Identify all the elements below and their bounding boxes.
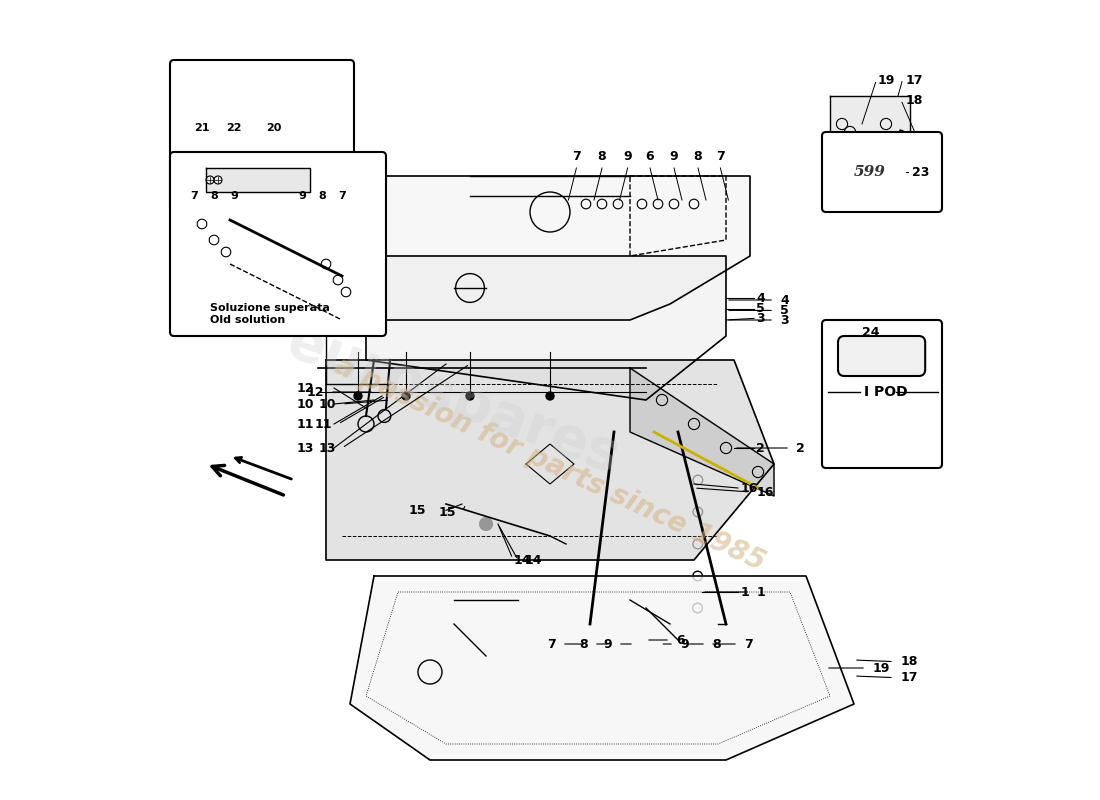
Text: 7: 7 <box>572 150 581 162</box>
Text: 18: 18 <box>906 94 923 106</box>
Text: 15: 15 <box>438 506 455 518</box>
Circle shape <box>466 392 474 400</box>
Text: 12: 12 <box>297 382 313 394</box>
Text: 19: 19 <box>872 662 890 674</box>
Text: 9: 9 <box>670 150 679 162</box>
Text: 13: 13 <box>297 442 313 454</box>
Text: 5: 5 <box>780 304 789 317</box>
Text: 13: 13 <box>318 442 336 454</box>
Text: I POD: I POD <box>865 385 907 399</box>
Text: 24: 24 <box>892 418 910 430</box>
Text: 7: 7 <box>190 191 198 201</box>
Text: 21: 21 <box>195 123 210 133</box>
Text: 17: 17 <box>906 74 924 86</box>
Text: 2: 2 <box>757 442 766 454</box>
Text: Old solution: Old solution <box>210 315 285 325</box>
Text: 15: 15 <box>408 504 426 517</box>
Text: 8: 8 <box>597 150 606 162</box>
Text: 23: 23 <box>904 166 922 178</box>
Polygon shape <box>206 168 310 192</box>
Text: 7: 7 <box>745 638 754 650</box>
Text: 3: 3 <box>780 314 789 326</box>
Text: 16: 16 <box>740 482 758 494</box>
Text: 9: 9 <box>624 150 631 162</box>
Text: 9: 9 <box>603 638 612 650</box>
Circle shape <box>402 392 410 400</box>
Circle shape <box>354 392 362 400</box>
Text: 19: 19 <box>878 74 895 86</box>
Text: 22: 22 <box>227 123 242 133</box>
Text: eurospares: eurospares <box>280 314 628 486</box>
Polygon shape <box>830 96 910 160</box>
Text: 14: 14 <box>525 554 542 566</box>
Text: 12: 12 <box>306 386 323 398</box>
Text: 8: 8 <box>694 150 702 162</box>
Text: 7: 7 <box>716 150 725 162</box>
Polygon shape <box>366 256 726 400</box>
Text: 8: 8 <box>579 638 587 650</box>
Polygon shape <box>350 576 854 760</box>
Text: 7: 7 <box>338 191 345 201</box>
FancyBboxPatch shape <box>822 320 942 468</box>
Text: 21: 21 <box>178 138 196 150</box>
Polygon shape <box>630 368 774 496</box>
Text: 9: 9 <box>681 638 689 650</box>
Text: 7: 7 <box>547 638 556 650</box>
Text: 23: 23 <box>912 166 930 178</box>
Text: 3: 3 <box>757 312 764 325</box>
Text: 599: 599 <box>854 165 886 179</box>
Text: 22: 22 <box>210 138 228 150</box>
Text: 6: 6 <box>676 634 685 646</box>
Text: 11: 11 <box>315 418 331 430</box>
Text: 1: 1 <box>757 586 766 598</box>
Text: 18: 18 <box>901 655 917 668</box>
Text: 11: 11 <box>297 418 313 430</box>
Text: 9: 9 <box>230 191 238 201</box>
Text: 20: 20 <box>296 138 314 150</box>
Text: 8: 8 <box>713 638 721 650</box>
Text: a passion for parts since 1985: a passion for parts since 1985 <box>330 352 770 576</box>
Text: Soluzione superata: Soluzione superata <box>210 303 330 313</box>
FancyBboxPatch shape <box>170 152 386 336</box>
Text: 10: 10 <box>318 398 336 410</box>
Text: 20: 20 <box>266 123 282 133</box>
Circle shape <box>480 518 493 530</box>
FancyBboxPatch shape <box>838 336 925 376</box>
Circle shape <box>546 392 554 400</box>
Polygon shape <box>374 176 750 320</box>
FancyBboxPatch shape <box>170 60 354 212</box>
FancyBboxPatch shape <box>822 132 942 212</box>
Text: 8: 8 <box>210 191 218 201</box>
Text: 24: 24 <box>862 326 880 338</box>
Text: 6: 6 <box>646 150 654 162</box>
Text: 4: 4 <box>757 292 766 305</box>
Text: 16: 16 <box>757 486 773 498</box>
Text: 5: 5 <box>757 302 766 315</box>
Text: 14: 14 <box>514 554 531 566</box>
Text: 1: 1 <box>740 586 749 598</box>
Text: 8: 8 <box>318 191 326 201</box>
Text: 17: 17 <box>901 671 917 684</box>
Text: 10: 10 <box>297 398 313 410</box>
Text: 9: 9 <box>298 191 306 201</box>
Polygon shape <box>326 360 774 560</box>
Text: 4: 4 <box>780 294 789 306</box>
Text: 2: 2 <box>796 442 805 454</box>
